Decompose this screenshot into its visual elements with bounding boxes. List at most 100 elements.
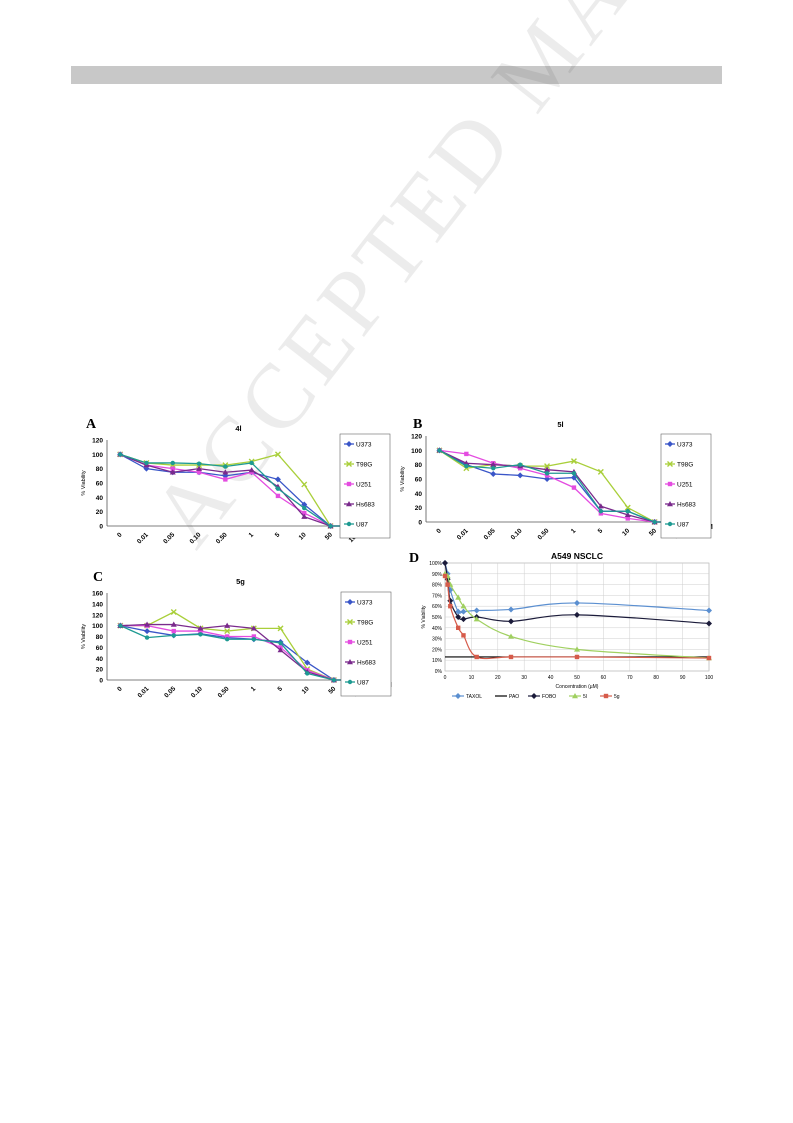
legend-label: U87 bbox=[677, 522, 689, 529]
series-line bbox=[119, 453, 357, 527]
data-point bbox=[437, 448, 442, 453]
legend-marker bbox=[667, 521, 673, 527]
data-point bbox=[275, 493, 281, 499]
y-tick-label: 80 bbox=[96, 634, 104, 641]
legend-marker bbox=[347, 659, 353, 665]
data-point bbox=[250, 625, 257, 631]
legend-marker bbox=[347, 599, 353, 605]
data-point bbox=[625, 509, 630, 514]
data-point bbox=[302, 510, 307, 516]
data-point bbox=[624, 511, 631, 518]
series-line bbox=[119, 453, 357, 527]
data-point bbox=[170, 460, 175, 466]
y-tick-label: 120 bbox=[92, 612, 103, 619]
data-point bbox=[331, 677, 337, 683]
y-tick-label: 40 bbox=[96, 656, 104, 663]
y-axis-title: % Viability bbox=[421, 605, 427, 628]
x-axis-title: Concentration (µM) bbox=[556, 684, 599, 690]
legend-marker bbox=[667, 441, 673, 447]
y-tick-label: 100 bbox=[411, 448, 422, 455]
data-point bbox=[196, 465, 203, 471]
y-tick-label: 60 bbox=[96, 645, 104, 652]
legend-label: U251 bbox=[357, 640, 373, 647]
y-tick-label: 90% bbox=[432, 572, 443, 578]
y-tick-label: 60 bbox=[415, 477, 423, 484]
x-tick-label: 10 bbox=[621, 527, 631, 537]
data-point bbox=[460, 603, 467, 609]
data-point bbox=[224, 637, 230, 642]
legend-marker bbox=[347, 639, 353, 645]
y-tick-label: 0 bbox=[99, 524, 103, 531]
data-point bbox=[598, 509, 604, 514]
x-tick-label: 5 bbox=[274, 531, 282, 539]
legend-label: Hs683 bbox=[357, 660, 376, 667]
x-tick-label: 40 bbox=[548, 675, 554, 681]
y-tick-label: 120 bbox=[92, 438, 103, 445]
data-point bbox=[249, 460, 254, 466]
x-tick-label: 0 bbox=[116, 685, 124, 693]
legend-marker bbox=[667, 461, 673, 467]
data-point bbox=[464, 463, 469, 469]
data-point bbox=[301, 481, 308, 488]
data-point bbox=[706, 655, 712, 661]
y-tick-label: 0% bbox=[435, 669, 443, 675]
series-line bbox=[120, 625, 361, 681]
data-point bbox=[571, 485, 577, 490]
legend-label: Hs683 bbox=[677, 502, 696, 509]
data-point bbox=[222, 469, 229, 475]
data-point bbox=[544, 471, 550, 476]
legend-marker bbox=[346, 481, 352, 487]
legend-label: U87 bbox=[357, 680, 369, 687]
y-tick-label: 20% bbox=[432, 647, 443, 653]
x-tick-label: 10 bbox=[298, 531, 308, 541]
data-point bbox=[544, 466, 551, 472]
data-point bbox=[277, 625, 284, 632]
y-tick-label: 0 bbox=[99, 678, 103, 685]
y-tick-label: 10% bbox=[432, 658, 443, 664]
chart-title: A549 NSCLC bbox=[551, 551, 603, 561]
data-point bbox=[460, 608, 467, 615]
x-tick-label: 0 bbox=[116, 531, 124, 539]
data-point bbox=[460, 616, 467, 623]
x-tick-label: 50 bbox=[324, 531, 334, 541]
data-point bbox=[490, 461, 497, 467]
data-point bbox=[508, 618, 514, 625]
data-point bbox=[328, 523, 333, 529]
data-point bbox=[170, 609, 177, 616]
x-tick-label: 30 bbox=[521, 675, 527, 681]
data-point bbox=[197, 625, 204, 631]
legend-marker bbox=[347, 679, 353, 685]
data-point bbox=[624, 504, 631, 511]
legend-label: U373 bbox=[357, 600, 373, 607]
data-point bbox=[597, 503, 604, 509]
legend-label: T98G bbox=[356, 462, 372, 469]
y-axis-title: % Viability bbox=[81, 470, 87, 496]
y-tick-label: 80% bbox=[432, 583, 443, 589]
data-point bbox=[442, 560, 448, 566]
data-point bbox=[445, 582, 450, 587]
y-tick-label: 40% bbox=[432, 626, 443, 632]
series-line bbox=[120, 624, 361, 681]
x-tick-label: 50 bbox=[648, 527, 658, 537]
legend-label: 5g bbox=[614, 694, 620, 700]
data-point bbox=[490, 470, 497, 477]
x-tick-label: 60 bbox=[601, 675, 607, 681]
y-tick-label: 160 bbox=[92, 591, 103, 598]
data-point bbox=[301, 513, 308, 519]
x-tick-label: 5 bbox=[597, 527, 605, 535]
data-point bbox=[301, 501, 308, 508]
data-point bbox=[248, 467, 255, 473]
data-point bbox=[625, 516, 630, 521]
data-point bbox=[302, 505, 307, 511]
data-point bbox=[251, 637, 257, 642]
y-axis-title: % Viability bbox=[400, 466, 406, 492]
data-point bbox=[196, 470, 202, 475]
data-point bbox=[574, 599, 580, 606]
data-point bbox=[277, 647, 284, 653]
data-point bbox=[474, 654, 479, 660]
legend-marker bbox=[531, 693, 537, 699]
series-line bbox=[439, 449, 682, 523]
data-point bbox=[491, 466, 496, 471]
data-point bbox=[571, 471, 577, 476]
